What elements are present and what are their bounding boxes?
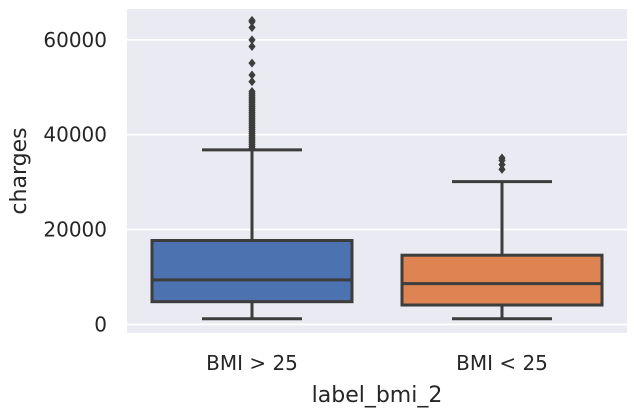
y-tick-label: 0 [94, 312, 107, 336]
y-tick-labels: 0 20000 40000 60000 [43, 28, 107, 337]
x-axis-label: label_bmi_2 [312, 383, 443, 408]
outlier-point [248, 23, 256, 33]
box [400, 253, 604, 307]
outlier-point [498, 153, 506, 163]
x-tick-labels: BMI > 25 BMI < 25 [206, 351, 548, 375]
outlier-point [248, 70, 256, 80]
y-tick-label: 40000 [43, 123, 107, 147]
outlier-point [248, 15, 256, 25]
box-group [400, 153, 604, 321]
outlier-point [248, 41, 256, 51]
outlier-point [248, 87, 256, 97]
x-tick-label: BMI < 25 [456, 351, 548, 375]
outlier-point [498, 164, 506, 174]
box-group [150, 15, 354, 321]
y-tick-label: 20000 [43, 218, 107, 242]
boxes [150, 15, 604, 321]
outlier-point [248, 58, 256, 68]
outlier-point [248, 77, 256, 87]
box [150, 238, 354, 304]
y-tick-label: 60000 [43, 28, 107, 52]
x-tick-label: BMI > 25 [206, 351, 298, 375]
y-axis-label: charges [7, 127, 32, 214]
outlier-point [248, 35, 256, 45]
gridlines [127, 39, 627, 326]
